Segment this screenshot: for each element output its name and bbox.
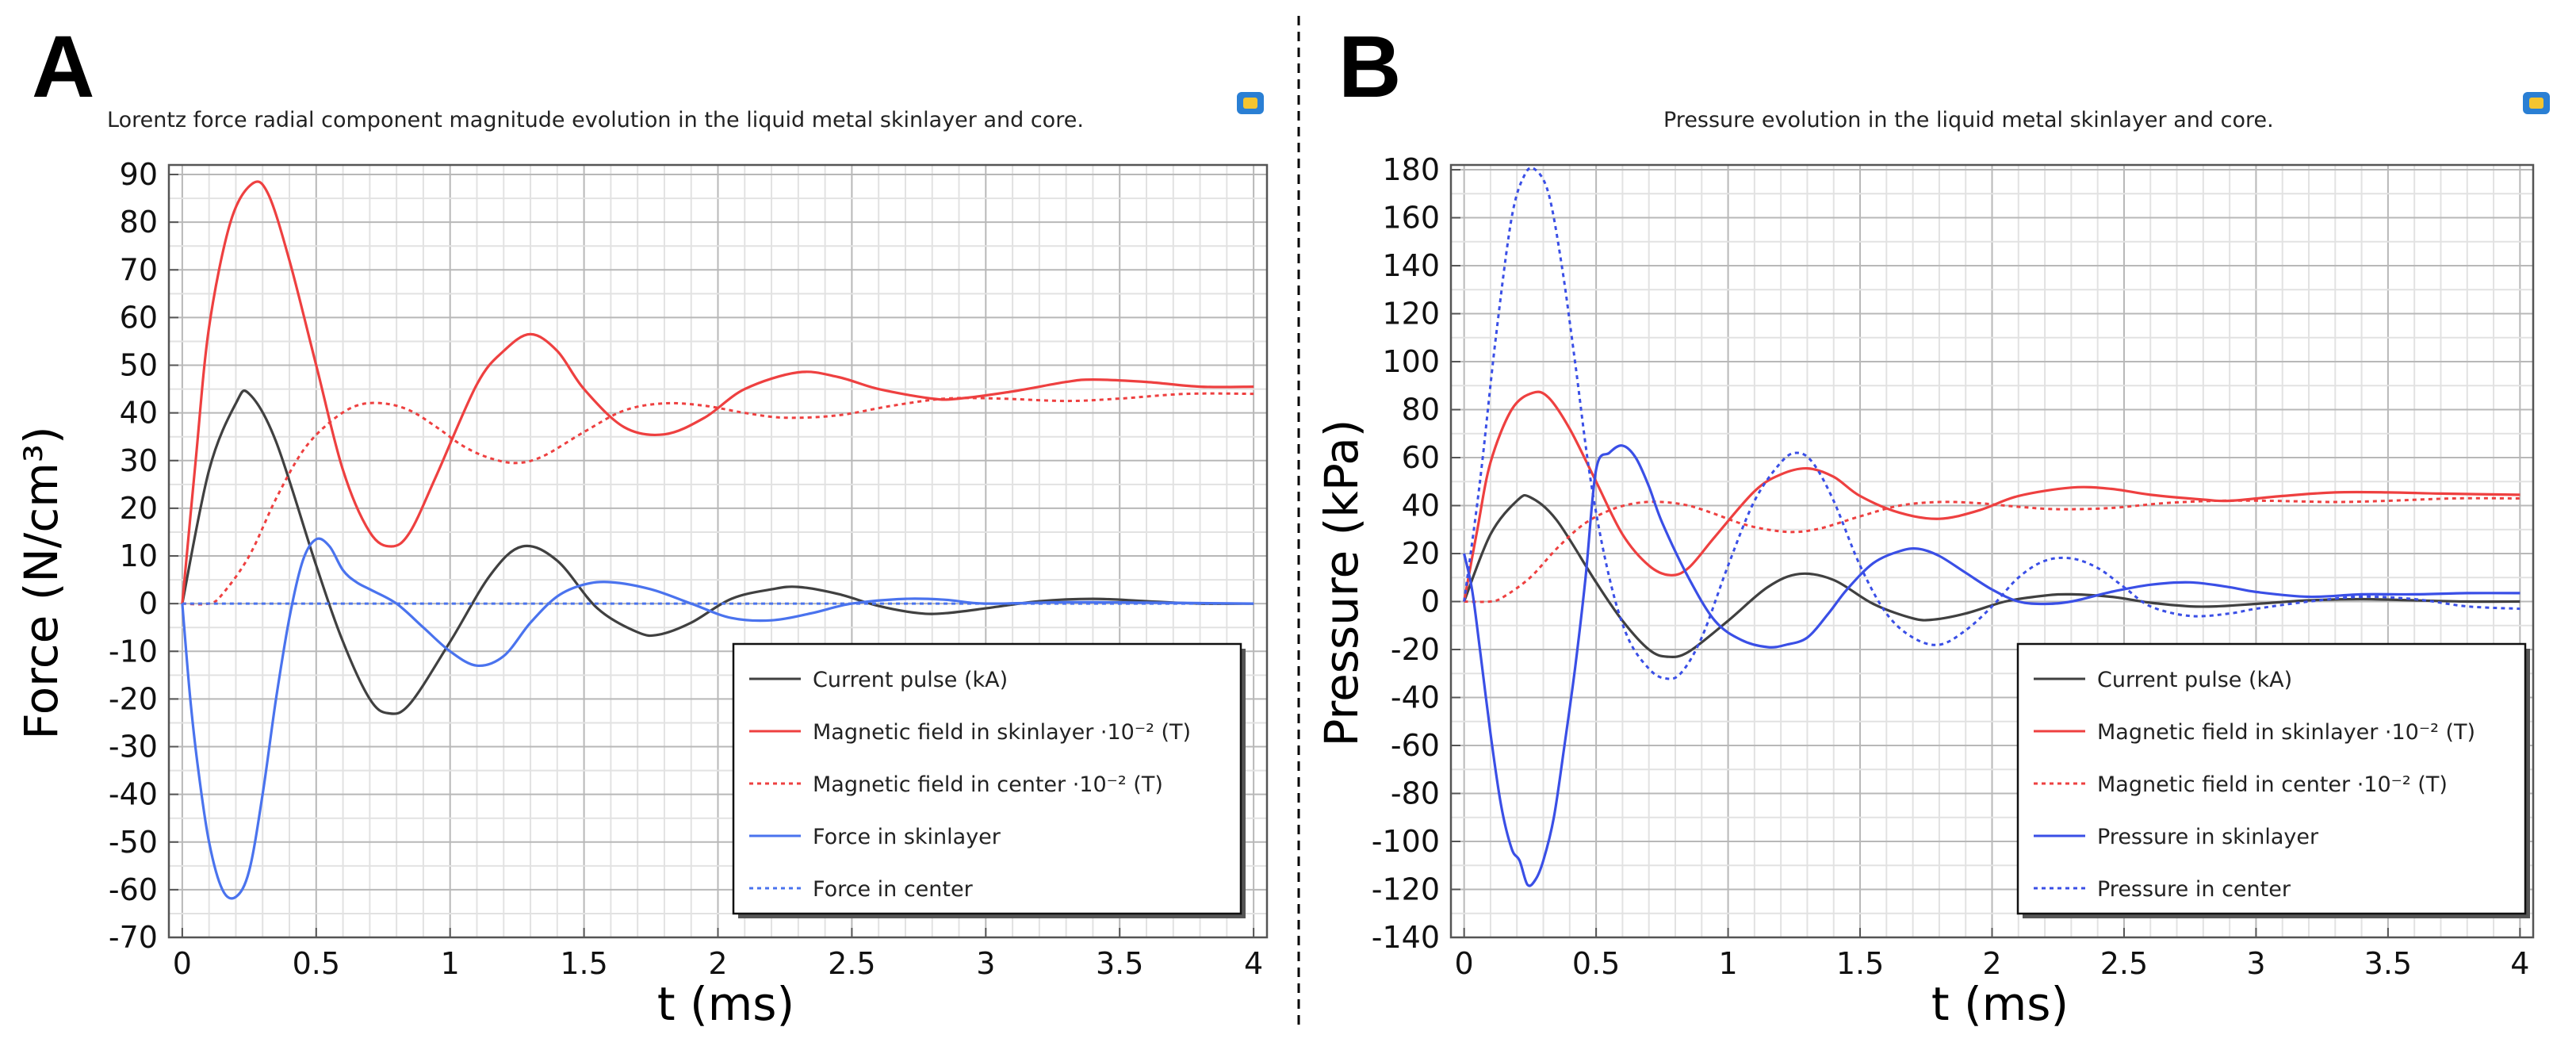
panel-a-letter: A (32, 18, 94, 116)
chart-b-ytick-label: -40 (1391, 680, 1440, 715)
chart-b-xtick-label: 3.5 (2364, 946, 2412, 981)
chart-b-series-group (1463, 167, 2520, 887)
chart-b-ytick-label: -60 (1391, 728, 1440, 763)
chart-b-series-0 (1463, 493, 2520, 659)
chart-b-series-2 (1464, 496, 2520, 604)
chart-b-xtick-label: 1 (1718, 946, 1737, 981)
chart-a-xtick-label: 3.5 (1096, 946, 1143, 981)
chart-a: Lorentz force radial component magnitude… (14, 92, 1269, 1031)
chart-a-ytick-label: -20 (109, 681, 158, 716)
chart-a-xtick-label: 3 (976, 946, 995, 981)
chart-b-title: Pressure evolution in the liquid metal s… (1663, 108, 2274, 132)
chart-b-ytick-label: 140 (1382, 248, 1440, 283)
chart-b-xtick-label: 0 (1455, 946, 1474, 981)
chart-b-ytick-label: 160 (1382, 201, 1440, 236)
panel-b-letter: B (1338, 18, 1401, 116)
chart-b-legend-label-0: Current pulse (kA) (2097, 668, 2292, 692)
chart-a-xlabel: t (ms) (657, 977, 794, 1031)
chart-a-ytick-label: 70 (120, 252, 158, 287)
chart-b-grid (1451, 165, 2533, 938)
chart-a-ytick-label: 20 (120, 491, 158, 526)
chart-b-xtick-label: 0.5 (1572, 946, 1620, 981)
chart-a-xtick-label: 0.5 (293, 946, 340, 981)
chart-a-series-3 (181, 537, 1254, 900)
chart-b-ytick-label: 40 (1402, 489, 1440, 523)
chart-a-ytick-label: -40 (109, 777, 158, 812)
chart-a-ylabel: Force (N/cm³) (14, 426, 68, 739)
chart-b-ytick-label: -140 (1372, 920, 1440, 955)
chart-a-ytick-label: 80 (120, 205, 158, 240)
chart-b-app-icon (2523, 92, 2550, 114)
chart-a-app-icon (1237, 92, 1264, 114)
chart-a-ytick-label: 30 (120, 443, 158, 478)
chart-b-ylabel: Pressure (kPa) (1315, 420, 1368, 747)
chart-b-legend: Current pulse (kA) Magnetic field in skin… (2016, 642, 2530, 918)
chart-a-legend-label-4: Force in center (813, 877, 974, 902)
chart-a-series-0 (181, 389, 1254, 715)
chart-b: Pressure evolution in the liquid metal s… (1315, 92, 2550, 1031)
chart-a-legend-label-0: Current pulse (kA) (813, 668, 1008, 692)
chart-a-series-2 (182, 392, 1254, 606)
chart-a-ytick-label: -10 (109, 634, 158, 669)
chart-b-xtick-label: 2 (1982, 946, 2001, 981)
chart-b-legend-label-1: Magnetic field in skinlayer ·10⁻² (T) (2097, 720, 2475, 745)
chart-a-ytick-label: -60 (109, 872, 158, 907)
chart-a-legend-label-3: Force in skinlayer (813, 825, 1001, 849)
chart-b-ytick-label: 80 (1402, 393, 1440, 427)
chart-a-legend-label-2: Magnetic field in center ·10⁻² (T) (813, 772, 1163, 797)
chart-b-legend-label-2: Magnetic field in center ·10⁻² (T) (2097, 772, 2448, 797)
chart-b-legend-label-3: Pressure in skinlayer (2097, 825, 2319, 849)
chart-b-legend-label-4: Pressure in center (2097, 877, 2291, 902)
chart-b-ytick-label: -80 (1391, 776, 1440, 811)
chart-a-legend-label-1: Magnetic field in skinlayer ·10⁻² (T) (813, 720, 1191, 745)
chart-a-title: Lorentz force radial component magnitude… (107, 108, 1084, 132)
chart-a-xtick-label: 0 (173, 946, 192, 981)
chart-a-xtick-label: 2 (708, 946, 727, 981)
chart-b-ytick-label: 180 (1382, 152, 1440, 187)
chart-b-ytick-label: -120 (1372, 872, 1440, 907)
chart-a-xtick-label: 1 (441, 946, 460, 981)
chart-b-ytick-label: 20 (1402, 536, 1440, 571)
chart-b-series-4 (1463, 167, 2520, 680)
chart-b-ytick-label: 60 (1402, 440, 1440, 475)
chart-a-xtick-label: 4 (1244, 946, 1263, 981)
chart-b-ytick-label: -20 (1391, 632, 1440, 667)
chart-b-ytick-label: 0 (1421, 584, 1440, 619)
chart-b-xlabel: t (ms) (1931, 977, 2069, 1031)
chart-b-xtick-label: 1.5 (1836, 946, 1884, 981)
chart-a-xtick-label: 1.5 (560, 946, 607, 981)
chart-b-ytick-label: -100 (1372, 824, 1440, 859)
chart-b-ytick-label: 100 (1382, 344, 1440, 379)
chart-b-xtick-label: 2.5 (2100, 946, 2148, 981)
chart-b-legend-box (2016, 642, 2527, 915)
chart-a-ytick-label: 60 (120, 300, 158, 335)
chart-a-series-group (181, 180, 1254, 900)
chart-a-xtick-label: 2.5 (828, 946, 875, 981)
chart-a-ytick-label: 90 (120, 157, 158, 192)
chart-a-ytick-label: -70 (109, 920, 158, 955)
chart-a-ytick-label: 50 (120, 348, 158, 383)
chart-b-xtick-label: 4 (2510, 946, 2529, 981)
chart-a-ytick-label: -50 (109, 825, 158, 860)
chart-a-ytick-label: 40 (120, 396, 158, 431)
chart-a-legend: Current pulse (kA) Magnetic field in skin… (732, 642, 1246, 918)
chart-b-series-3 (1463, 444, 2520, 887)
chart-a-series-1 (181, 180, 1254, 604)
chart-b-ytick-label: 120 (1382, 297, 1440, 331)
chart-a-ytick-label: -30 (109, 730, 158, 765)
chart-a-ytick-label: 0 (139, 586, 158, 621)
chart-a-legend-box (732, 642, 1242, 915)
chart-a-ytick-label: 10 (120, 538, 158, 573)
chart-b-xtick-label: 3 (2246, 946, 2265, 981)
